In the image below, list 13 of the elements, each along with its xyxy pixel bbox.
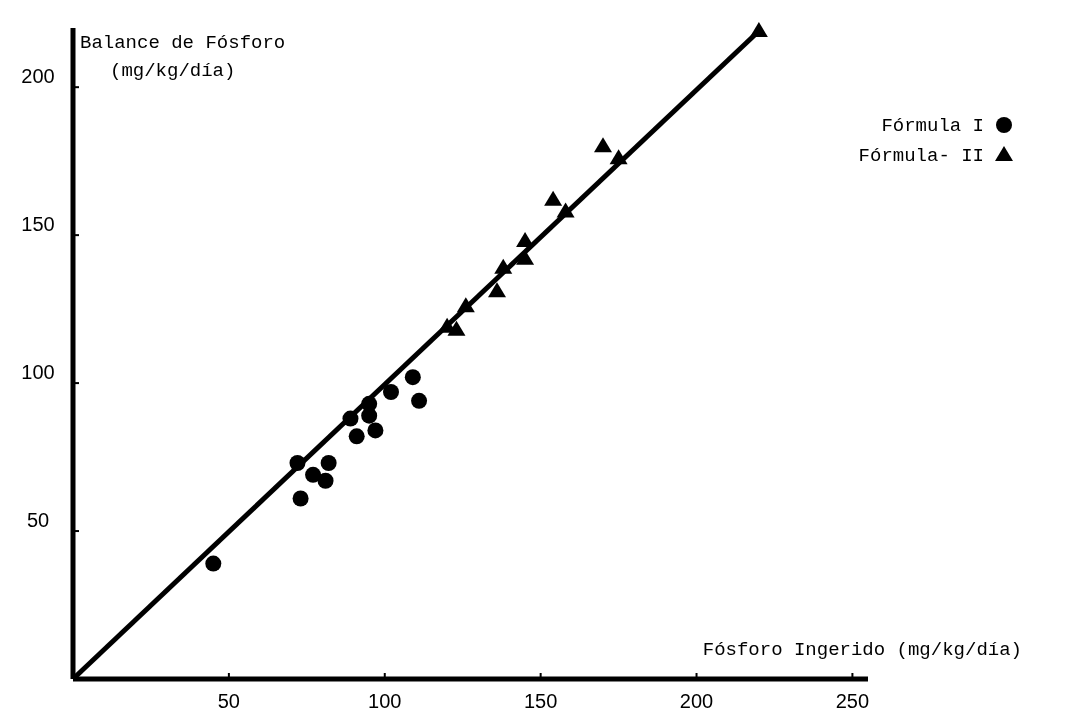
legend-label: Fórmula I — [881, 115, 984, 137]
legend-label: Fórmula- II — [858, 145, 984, 167]
x-axis-title: Fósforo Ingerido (mg/kg/día) — [702, 639, 1022, 661]
y-tick-label: 50 — [26, 509, 50, 532]
x-tick-label: 250 — [835, 690, 870, 712]
y-axis-title: Balance de Fósforo (mg/kg/día) — [80, 32, 286, 82]
y-tick-label: 100 — [21, 361, 55, 384]
y-tick-label: 200 — [21, 65, 55, 88]
x-tick-label: 100 — [368, 690, 402, 712]
x-tick-label: 50 — [217, 690, 241, 712]
x-tick-label: 150 — [523, 690, 558, 712]
x-tick-label: 200 — [679, 690, 714, 712]
y-tick-label: 150 — [21, 213, 55, 236]
